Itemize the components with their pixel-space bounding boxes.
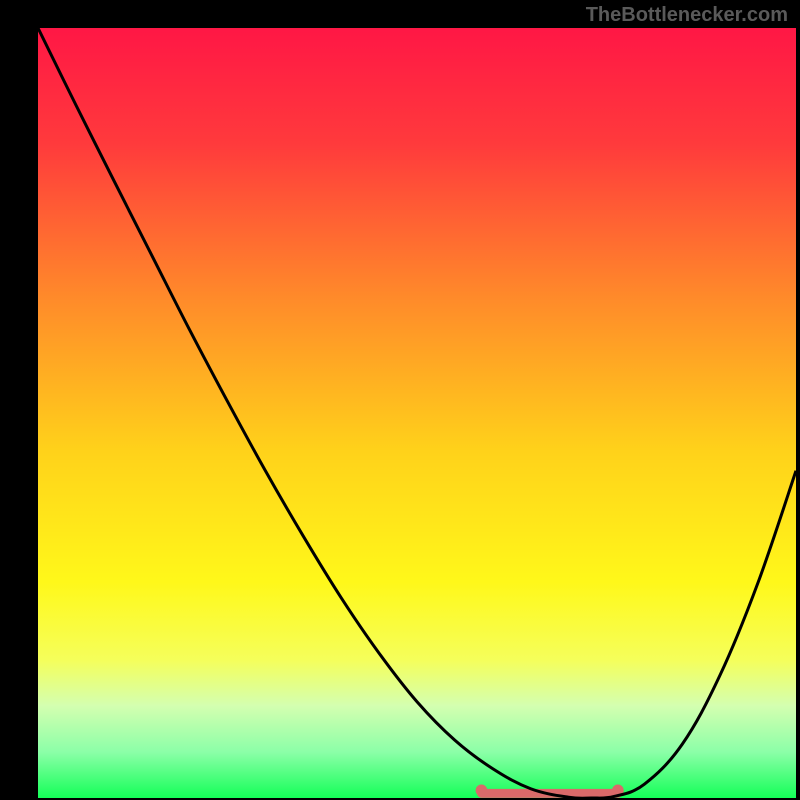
chart-canvas: TheBottlenecker.com [0, 0, 800, 800]
bottleneck-curve [38, 28, 796, 798]
curve-layer [38, 28, 796, 798]
optimal-range-start-dot [476, 785, 488, 797]
watermark-text: TheBottlenecker.com [586, 4, 788, 27]
plot-area [38, 28, 796, 798]
